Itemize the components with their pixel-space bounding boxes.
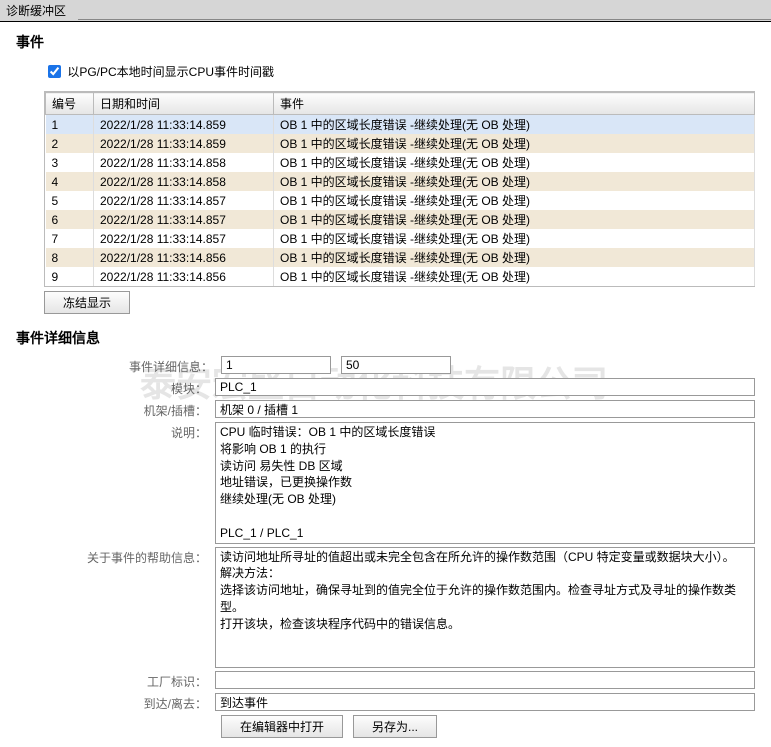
module-label: 模块： (16, 378, 215, 397)
table-row[interactable]: 82022/1/28 11:33:14.856OB 1 中的区域长度错误 -继续… (46, 248, 755, 267)
cell-datetime: 2022/1/28 11:33:14.856 (94, 267, 274, 286)
help-field[interactable] (215, 547, 755, 669)
table-row[interactable]: 72022/1/28 11:33:14.857OB 1 中的区域长度错误 -继续… (46, 229, 755, 248)
events-section-title: 事件 (16, 32, 755, 52)
cell-datetime: 2022/1/28 11:33:14.857 (94, 191, 274, 210)
table-row[interactable]: 52022/1/28 11:33:14.857OB 1 中的区域长度错误 -继续… (46, 191, 755, 210)
tab-title: 诊断缓冲区 (6, 2, 66, 19)
timestamp-checkbox-label: 以PG/PC本地时间显示CPU事件时间戳 (67, 65, 274, 79)
rack-slot-label: 机架/插槽： (16, 400, 215, 419)
rack-slot-field[interactable] (215, 400, 755, 418)
event-detail-label: 事件详细信息： (16, 356, 221, 375)
timestamp-checkbox[interactable] (48, 65, 61, 78)
cell-event: OB 1 中的区域长度错误 -继续处理(无 OB 处理) (274, 210, 755, 229)
description-label: 说明： (16, 422, 215, 441)
cell-number: 4 (46, 172, 94, 191)
save-as-button[interactable]: 另存为... (353, 715, 437, 738)
cell-number: 5 (46, 191, 94, 210)
events-table-wrap: 编号 日期和时间 事件 12022/1/28 11:33:14.859OB 1 … (44, 91, 755, 287)
details-section-title: 事件详细信息 (16, 328, 755, 348)
arrive-leave-field[interactable] (215, 693, 755, 711)
table-row[interactable]: 92022/1/28 11:33:14.856OB 1 中的区域长度错误 -继续… (46, 267, 755, 286)
cell-datetime: 2022/1/28 11:33:14.859 (94, 115, 274, 135)
freeze-display-button[interactable]: 冻结显示 (44, 291, 130, 314)
event-detail-field-2[interactable] (341, 356, 451, 374)
cell-number: 1 (46, 115, 94, 135)
table-row[interactable]: 62022/1/28 11:33:14.857OB 1 中的区域长度错误 -继续… (46, 210, 755, 229)
cell-event: OB 1 中的区域长度错误 -继续处理(无 OB 处理) (274, 134, 755, 153)
table-row[interactable]: 22022/1/28 11:33:14.859OB 1 中的区域长度错误 -继续… (46, 134, 755, 153)
cell-number: 9 (46, 267, 94, 286)
description-field[interactable] (215, 422, 755, 544)
module-field[interactable] (215, 378, 755, 396)
table-row[interactable]: 12022/1/28 11:33:14.859OB 1 中的区域长度错误 -继续… (46, 115, 755, 135)
cell-event: OB 1 中的区域长度错误 -继续处理(无 OB 处理) (274, 229, 755, 248)
cell-number: 6 (46, 210, 94, 229)
cell-event: OB 1 中的区域长度错误 -继续处理(无 OB 处理) (274, 267, 755, 286)
cell-number: 3 (46, 153, 94, 172)
factory-id-label: 工厂标识： (16, 671, 215, 690)
col-header-event[interactable]: 事件 (274, 93, 755, 115)
events-table: 编号 日期和时间 事件 12022/1/28 11:33:14.859OB 1 … (45, 92, 755, 286)
cell-number: 7 (46, 229, 94, 248)
cell-datetime: 2022/1/28 11:33:14.857 (94, 210, 274, 229)
cell-number: 8 (46, 248, 94, 267)
open-in-editor-button[interactable]: 在编辑器中打开 (221, 715, 343, 738)
cell-datetime: 2022/1/28 11:33:14.859 (94, 134, 274, 153)
factory-id-field[interactable] (215, 671, 755, 689)
tab-header: 诊断缓冲区 (0, 0, 771, 22)
col-header-datetime[interactable]: 日期和时间 (94, 93, 274, 115)
cell-datetime: 2022/1/28 11:33:14.858 (94, 153, 274, 172)
table-row[interactable]: 32022/1/28 11:33:14.858OB 1 中的区域长度错误 -继续… (46, 153, 755, 172)
timestamp-checkbox-row: 以PG/PC本地时间显示CPU事件时间戳 (44, 62, 755, 81)
cell-datetime: 2022/1/28 11:33:14.856 (94, 248, 274, 267)
cell-event: OB 1 中的区域长度错误 -继续处理(无 OB 处理) (274, 153, 755, 172)
arrive-leave-label: 到达/离去： (16, 693, 215, 712)
cell-datetime: 2022/1/28 11:33:14.858 (94, 172, 274, 191)
col-header-number[interactable]: 编号 (46, 93, 94, 115)
event-detail-field-1[interactable] (221, 356, 331, 374)
cell-event: OB 1 中的区域长度错误 -继续处理(无 OB 处理) (274, 248, 755, 267)
table-row[interactable]: 42022/1/28 11:33:14.858OB 1 中的区域长度错误 -继续… (46, 172, 755, 191)
cell-number: 2 (46, 134, 94, 153)
cell-event: OB 1 中的区域长度错误 -继续处理(无 OB 处理) (274, 191, 755, 210)
cell-datetime: 2022/1/28 11:33:14.857 (94, 229, 274, 248)
cell-event: OB 1 中的区域长度错误 -继续处理(无 OB 处理) (274, 172, 755, 191)
cell-event: OB 1 中的区域长度错误 -继续处理(无 OB 处理) (274, 115, 755, 135)
help-label: 关于事件的帮助信息： (16, 547, 215, 566)
